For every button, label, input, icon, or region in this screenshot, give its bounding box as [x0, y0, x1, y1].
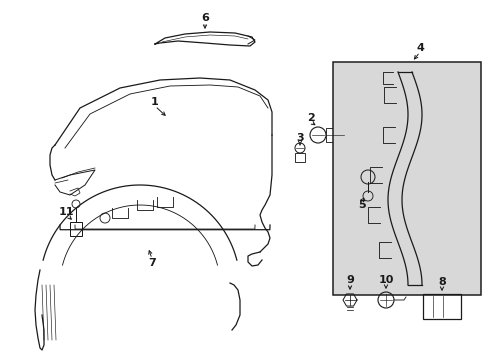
Text: 2: 2	[306, 113, 314, 123]
Text: 4: 4	[415, 43, 423, 53]
Bar	[70, 222, 82, 236]
Text: 5: 5	[357, 200, 365, 210]
Text: 1: 1	[151, 97, 159, 107]
Text: 7: 7	[148, 258, 156, 268]
Bar	[294, 153, 305, 162]
Text: 6: 6	[201, 13, 208, 23]
Text: 8: 8	[437, 277, 445, 287]
Bar	[332, 62, 480, 295]
Bar	[422, 294, 460, 319]
Text: 10: 10	[378, 275, 393, 285]
Text: 11: 11	[58, 207, 74, 217]
Text: 3: 3	[296, 133, 303, 143]
Bar	[325, 128, 343, 142]
Text: 9: 9	[346, 275, 353, 285]
